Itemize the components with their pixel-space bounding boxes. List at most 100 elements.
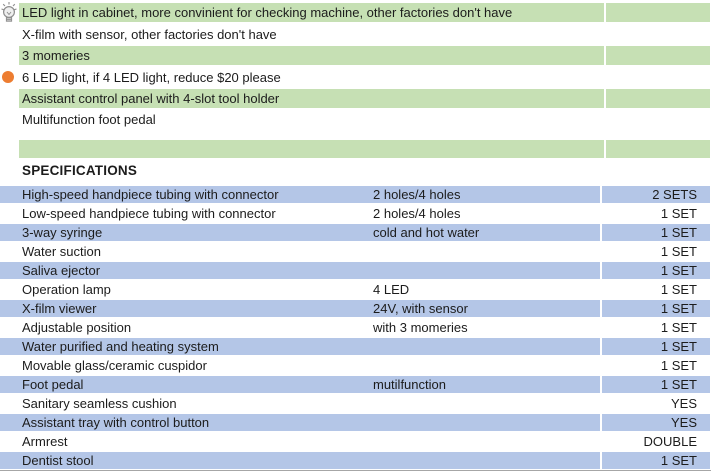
feature-text: 3 momeries: [22, 48, 90, 63]
feature-row: X-film with sensor, other factories don'…: [0, 25, 713, 44]
spec-row: Assistant tray with control button YES: [0, 414, 710, 433]
spec-name-cell: Dentist stool: [22, 453, 94, 468]
spec-name-cell: Low-speed handpiece tubing with connecto…: [22, 206, 276, 221]
spec-name-cell: 3-way syringe: [22, 225, 103, 240]
spec-detail-cell: 24V, with sensor: [373, 301, 468, 316]
spec-detail-cell: [373, 414, 600, 431]
spec-row: High-speed handpiece tubing with connect…: [0, 186, 710, 205]
spec-qty-cell: 1 SET: [602, 300, 710, 319]
feature-highlight-band: Assistant control panel with 4-slot tool…: [19, 89, 710, 108]
feature-highlight-band: X-film with sensor, other factories don'…: [19, 25, 710, 44]
spec-name-cell: Sanitary seamless cushion: [22, 396, 177, 411]
feature-text: Assistant control panel with 4-slot tool…: [22, 91, 280, 106]
spec-name-cell: Saliva ejector: [22, 263, 101, 278]
spec-main-cells: Adjustable position with 3 momeries: [0, 319, 600, 338]
spec-qty-cell: 1 SET: [602, 357, 710, 376]
spec-detail-cell: [373, 395, 600, 412]
spec-qty-cell: 1 SET: [602, 205, 710, 224]
spec-detail-cell: [373, 357, 600, 374]
spec-row: 3-way syringe cold and hot water 1 SET: [0, 224, 710, 243]
feature-highlight-band: Multifunction foot pedal: [19, 110, 710, 129]
spec-qty-cell: 1 SET: [602, 319, 710, 338]
spec-detail-cell: cold and hot water: [373, 225, 480, 240]
spec-main-cells: Movable glass/ceramic cuspidor: [0, 357, 600, 376]
feature-text: LED light in cabinet, more convinient fo…: [22, 5, 513, 20]
spec-detail-cell: 4 LED: [373, 282, 410, 297]
feature-highlight-band: 3 momeries: [19, 46, 710, 65]
spec-main-cells: X-film viewer 24V, with sensor: [0, 300, 600, 319]
spec-detail-cell: [373, 338, 600, 355]
spec-main-cells: Assistant tray with control button: [0, 414, 600, 433]
spec-qty-cell: 1 SET: [602, 224, 710, 243]
spec-qty-cell: 2 SETS: [602, 186, 710, 205]
spec-name-cell: High-speed handpiece tubing with connect…: [22, 187, 279, 202]
spec-qty-cell: 1 SET: [602, 452, 710, 471]
feature-row: Assistant control panel with 4-slot tool…: [0, 89, 713, 108]
feature-highlight-band: LED light in cabinet, more convinient fo…: [19, 3, 710, 22]
spec-name-cell: X-film viewer: [22, 301, 97, 316]
spec-row: Armrest DOUBLE: [0, 433, 710, 452]
spec-name-cell: Water suction: [22, 244, 101, 259]
spec-qty-cell: YES: [602, 414, 710, 433]
feature-row: Multifunction foot pedal: [0, 110, 713, 129]
spec-main-cells: High-speed handpiece tubing with connect…: [0, 186, 600, 205]
column-divider: [604, 140, 606, 158]
spec-main-cells: Saliva ejector: [0, 262, 600, 281]
feature-text: X-film with sensor, other factories don'…: [22, 27, 277, 42]
column-divider: [604, 46, 606, 65]
spec-row: Dentist stool 1 SET: [0, 452, 710, 471]
spec-qty-cell: DOUBLE: [602, 433, 710, 452]
specifications-heading: SPECIFICATIONS: [22, 163, 138, 178]
spec-row: Saliva ejector 1 SET: [0, 262, 710, 281]
orange-bullet-icon: [2, 71, 14, 83]
spec-main-cells: Water purified and heating system: [0, 338, 600, 357]
feature-row: 3 momeries: [0, 46, 713, 65]
spec-qty-cell: 1 SET: [602, 262, 710, 281]
spec-detail-cell: [373, 262, 600, 279]
spec-detail-cell: with 3 momeries: [373, 320, 468, 335]
feature-row: 6 LED light, if 4 LED light, reduce $20 …: [0, 68, 713, 87]
spec-row: Foot pedal mutilfunction 1 SET: [0, 376, 710, 395]
spec-row: Water purified and heating system 1 SET: [0, 338, 710, 357]
spec-row: Low-speed handpiece tubing with connecto…: [0, 205, 710, 224]
spec-main-cells: Water suction: [0, 243, 600, 262]
feature-row: [0, 140, 713, 159]
column-divider: [604, 3, 606, 22]
spec-main-cells: Armrest: [0, 433, 600, 452]
spec-main-cells: Operation lamp 4 LED: [0, 281, 600, 300]
spec-name-cell: Movable glass/ceramic cuspidor: [22, 358, 207, 373]
spec-name-cell: Adjustable position: [22, 320, 132, 335]
spec-row: Sanitary seamless cushion YES: [0, 395, 710, 414]
spec-row: Operation lamp 4 LED 1 SET: [0, 281, 710, 300]
spec-name-cell: Water purified and heating system: [22, 339, 219, 354]
spec-row: Water suction 1 SET: [0, 243, 710, 262]
spec-qty-cell: 1 SET: [602, 243, 710, 262]
spec-main-cells: Foot pedal mutilfunction: [0, 376, 600, 395]
spec-qty-cell: YES: [602, 395, 710, 414]
spec-row: X-film viewer 24V, with sensor 1 SET: [0, 300, 710, 319]
spec-table: High-speed handpiece tubing with connect…: [0, 186, 710, 471]
spec-qty-cell: 1 SET: [602, 376, 710, 395]
lightbulb-icon: [0, 1, 18, 23]
feature-highlight-band: 6 LED light, if 4 LED light, reduce $20 …: [19, 68, 710, 87]
spec-name-cell: Assistant tray with control button: [22, 415, 210, 430]
feature-row: LED light in cabinet, more convinient fo…: [0, 1, 713, 23]
spec-qty-cell: 1 SET: [602, 338, 710, 357]
spec-main-cells: Sanitary seamless cushion: [0, 395, 600, 414]
spec-name-cell: Armrest: [22, 434, 68, 449]
feature-text: 6 LED light, if 4 LED light, reduce $20 …: [22, 70, 281, 85]
spec-detail-cell: [373, 433, 600, 450]
feature-text: Multifunction foot pedal: [22, 112, 156, 127]
spec-detail-cell: mutilfunction: [373, 377, 446, 392]
spec-name-cell: Operation lamp: [22, 282, 111, 297]
spec-row: Movable glass/ceramic cuspidor 1 SET: [0, 357, 710, 376]
spec-main-cells: 3-way syringe cold and hot water: [0, 224, 600, 243]
table-bottom-border: [0, 470, 711, 471]
spec-detail-cell: 2 holes/4 holes: [373, 187, 461, 202]
spec-detail-cell: [373, 452, 600, 469]
spec-detail-cell: 2 holes/4 holes: [373, 206, 461, 221]
spec-main-cells: Dentist stool: [0, 452, 600, 471]
column-divider: [604, 89, 606, 108]
spec-main-cells: Low-speed handpiece tubing with connecto…: [0, 205, 600, 224]
